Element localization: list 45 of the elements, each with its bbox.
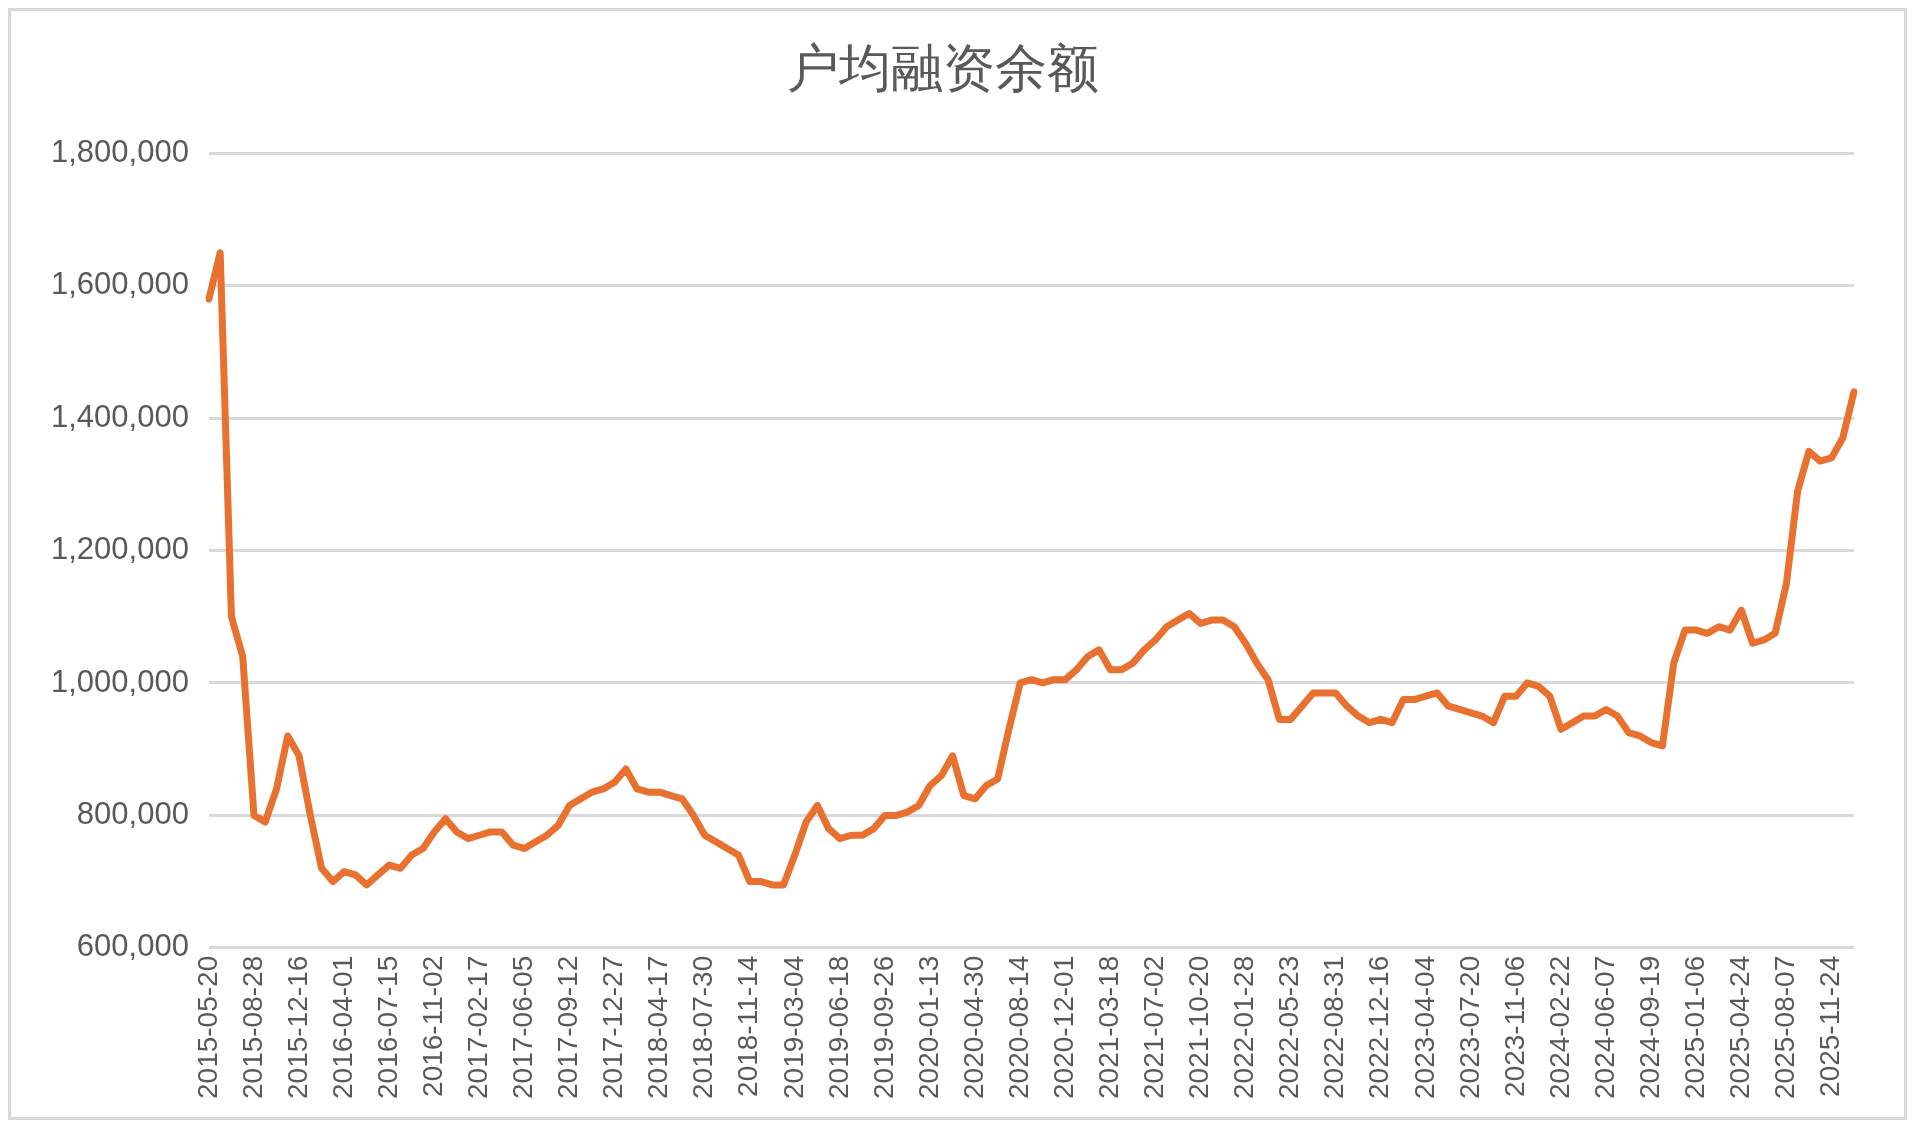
x-tick-label: 2022-01-28 (1228, 955, 1260, 1100)
x-tick-label: 2015-05-20 (191, 955, 223, 1100)
x-tick-label: 2023-11-06 (1498, 955, 1530, 1097)
y-tick-label: 1,200,000 (50, 531, 189, 567)
y-tick-label: 1,800,000 (50, 133, 189, 169)
x-tick-label: 2025-04-24 (1724, 955, 1756, 1100)
y-tick-label: 1,000,000 (50, 663, 189, 699)
x-tick-label: 2015-12-16 (281, 955, 313, 1100)
x-tick-label: 2019-06-18 (822, 955, 854, 1100)
x-tick-label: 2022-05-23 (1273, 955, 1305, 1100)
x-tick-label: 2025-08-07 (1769, 955, 1801, 1100)
y-tick-label: 1,600,000 (50, 266, 189, 302)
x-tick-label: 2022-08-31 (1318, 955, 1350, 1100)
x-tick-label: 2024-09-19 (1633, 955, 1665, 1100)
x-tick-label: 2016-04-01 (326, 955, 358, 1100)
x-tick-label: 2016-07-15 (371, 955, 403, 1100)
x-tick-label: 2019-03-04 (777, 955, 809, 1100)
x-tick-label: 2022-12-16 (1363, 955, 1395, 1100)
x-tick-label: 2021-10-20 (1183, 955, 1215, 1100)
x-tick-label: 2017-09-12 (552, 955, 584, 1100)
x-tick-label: 2017-06-05 (507, 955, 539, 1100)
x-tick-label: 2017-02-17 (462, 955, 494, 1100)
x-tick-label: 2015-08-28 (236, 955, 268, 1100)
x-tick-label: 2020-12-01 (1047, 955, 1079, 1100)
x-tick-label: 2016-11-02 (416, 955, 448, 1097)
x-tick-label: 2021-07-02 (1138, 955, 1170, 1100)
x-tick-label: 2018-07-30 (687, 955, 719, 1100)
x-tick-label: 2024-06-07 (1588, 955, 1620, 1100)
x-tick-label: 2020-08-14 (1002, 955, 1034, 1100)
x-tick-label: 2023-07-20 (1453, 955, 1485, 1100)
x-tick-label: 2024-02-22 (1543, 955, 1575, 1100)
chart-title: 户均融资余额 (786, 37, 1099, 98)
y-tick-label: 1,400,000 (50, 398, 189, 434)
x-tick-label: 2023-04-04 (1408, 955, 1440, 1100)
x-tick-label: 2020-04-30 (957, 955, 989, 1100)
x-tick-label: 2017-12-27 (597, 955, 629, 1100)
x-tick-label: 2020-01-13 (912, 955, 944, 1100)
y-tick-label: 800,000 (76, 795, 189, 831)
x-tick-label: 2019-09-26 (867, 955, 899, 1100)
x-tick-label: 2021-03-18 (1093, 955, 1125, 1100)
x-tick-label: 2025-11-24 (1814, 955, 1846, 1097)
x-tick-label: 2018-11-14 (732, 955, 764, 1097)
x-tick-label: 2025-01-06 (1678, 955, 1710, 1100)
y-tick-label: 600,000 (76, 928, 189, 964)
x-tick-label: 2018-04-17 (642, 955, 674, 1100)
